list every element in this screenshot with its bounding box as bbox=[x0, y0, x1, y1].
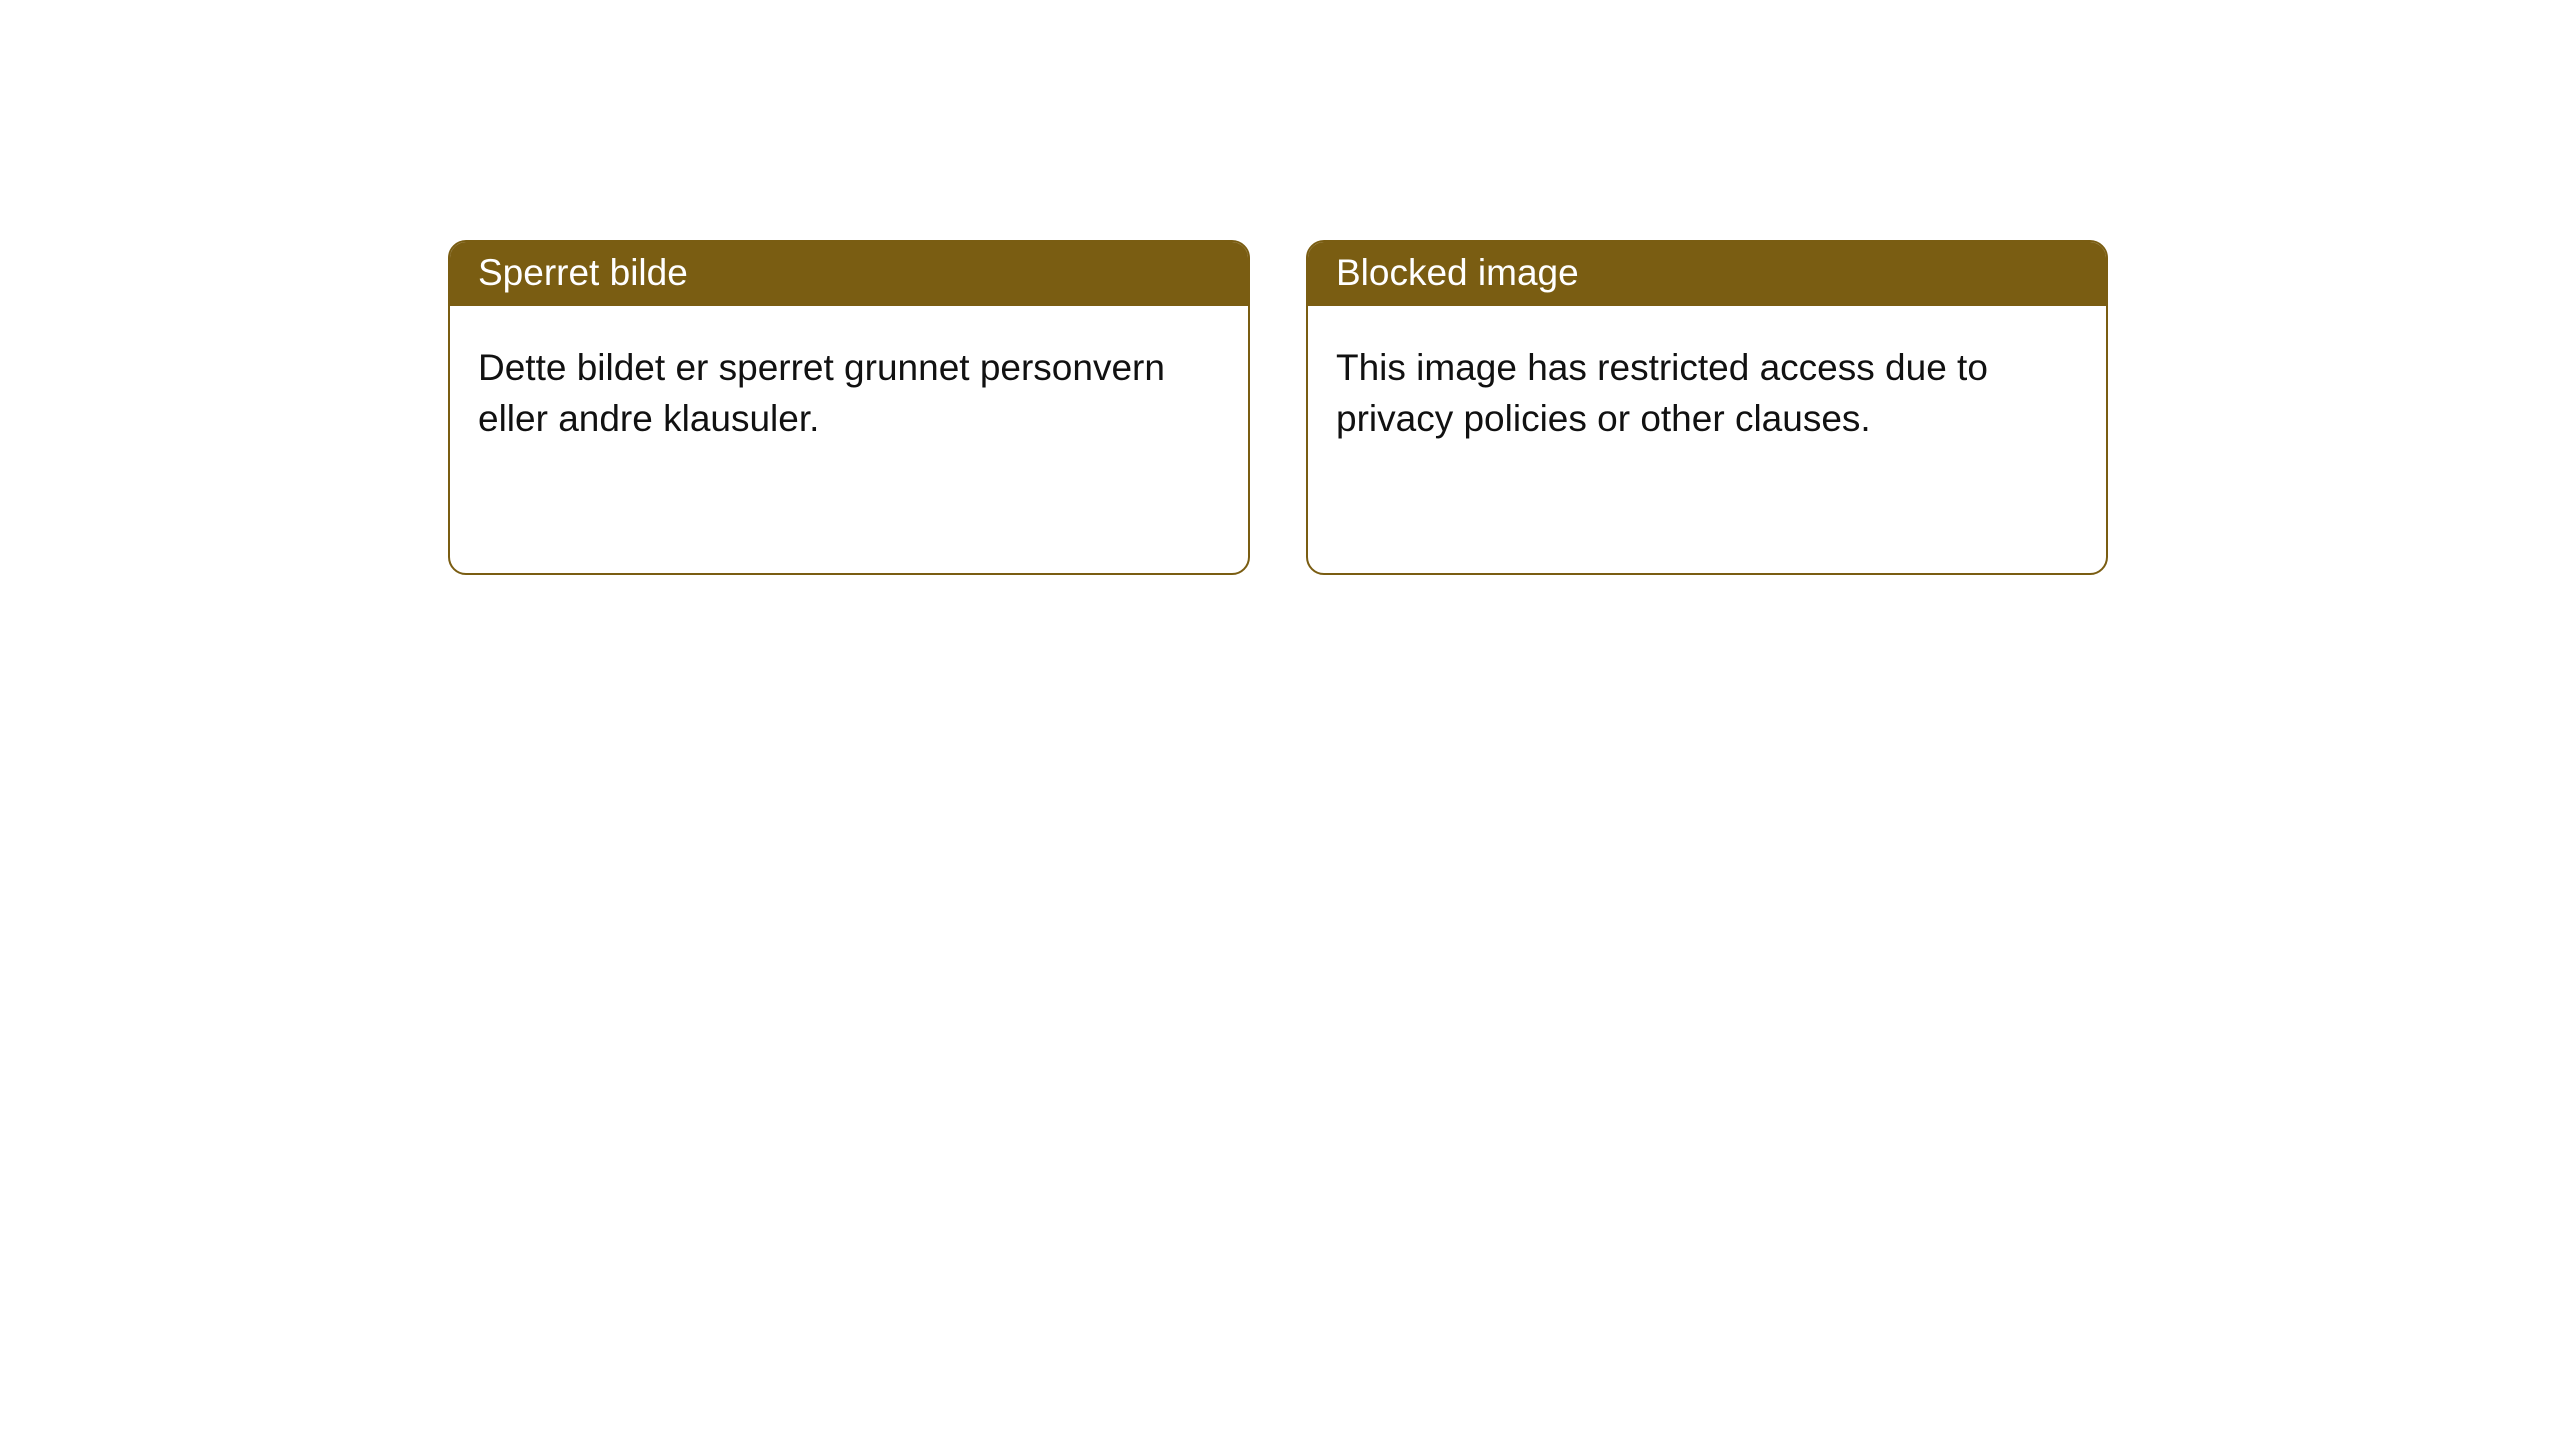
notice-header-no: Sperret bilde bbox=[450, 242, 1248, 306]
notice-container: Sperret bilde Dette bildet er sperret gr… bbox=[0, 0, 2560, 575]
notice-body-en: This image has restricted access due to … bbox=[1308, 306, 2106, 472]
notice-header-en: Blocked image bbox=[1308, 242, 2106, 306]
notice-body-no: Dette bildet er sperret grunnet personve… bbox=[450, 306, 1248, 472]
notice-card-no: Sperret bilde Dette bildet er sperret gr… bbox=[448, 240, 1250, 575]
notice-card-en: Blocked image This image has restricted … bbox=[1306, 240, 2108, 575]
